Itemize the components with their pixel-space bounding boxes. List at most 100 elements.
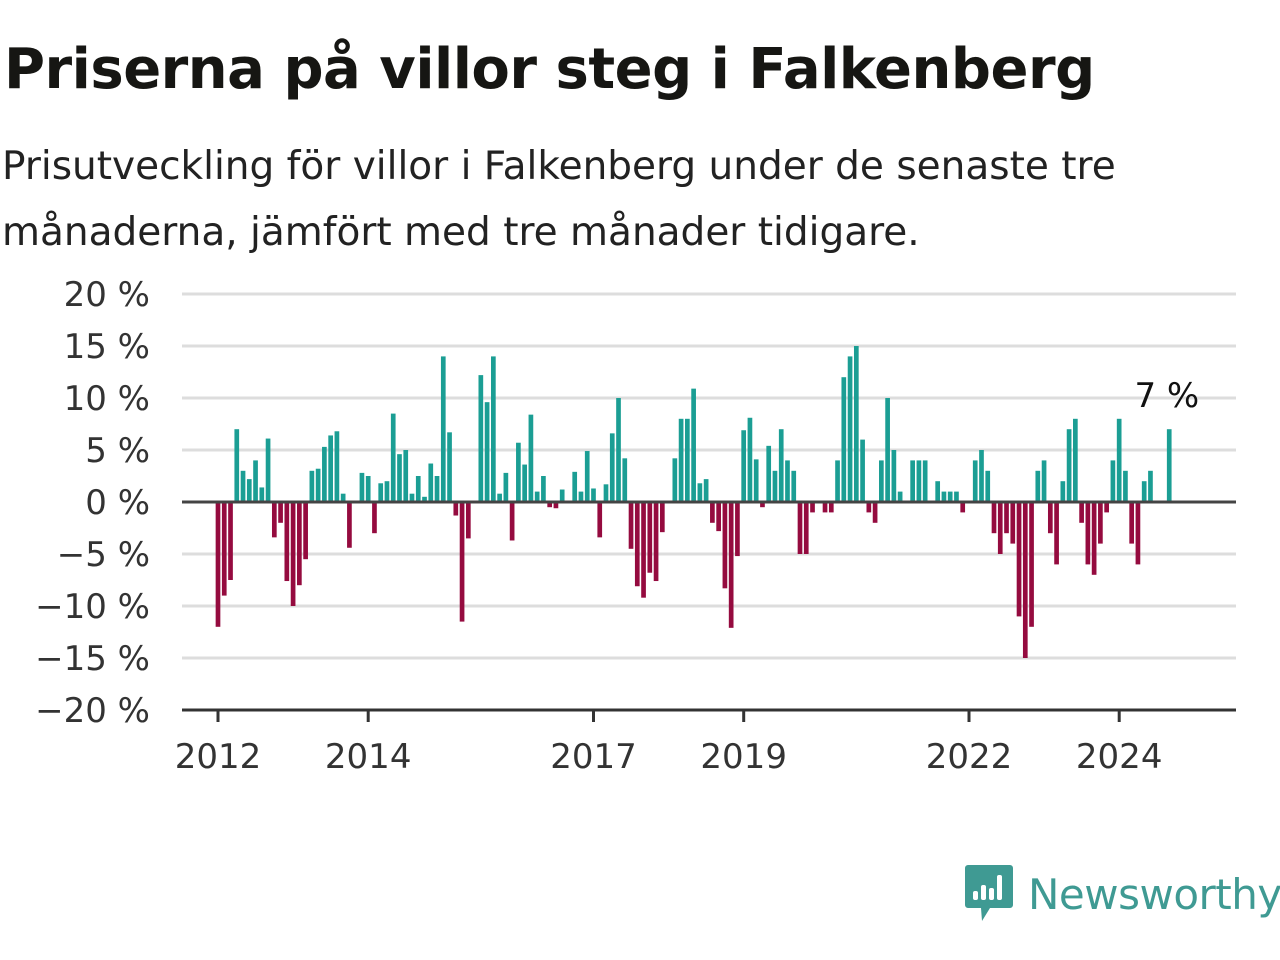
bar — [822, 502, 828, 513]
bar — [1148, 470, 1153, 502]
bar — [484, 402, 490, 502]
bar — [803, 502, 809, 554]
bar — [691, 388, 696, 502]
bar — [334, 431, 340, 502]
bar — [541, 476, 546, 502]
bar — [559, 489, 565, 502]
bar — [465, 502, 471, 539]
bar — [572, 471, 578, 502]
bar — [328, 435, 333, 502]
bar — [403, 450, 409, 502]
bar — [509, 502, 515, 541]
grid-lines — [182, 292, 1236, 660]
bar — [653, 502, 659, 582]
bar — [659, 502, 665, 533]
bar — [503, 472, 509, 502]
bar — [246, 479, 252, 502]
bar — [1079, 502, 1084, 523]
bar — [591, 488, 596, 502]
bar — [215, 502, 221, 627]
bar — [991, 502, 997, 534]
bar — [697, 483, 703, 502]
bar — [1035, 470, 1041, 502]
bar — [547, 502, 553, 508]
bar — [622, 458, 628, 502]
bar — [497, 493, 502, 502]
bar — [616, 398, 621, 502]
bar — [603, 484, 609, 502]
bar — [265, 438, 271, 502]
bar — [1116, 418, 1122, 502]
chart-subtitle: Prisutveckling för villor i Falkenberg u… — [2, 144, 1116, 255]
bar — [735, 502, 740, 557]
bar — [491, 356, 496, 502]
bar — [678, 418, 684, 502]
bar — [1066, 429, 1072, 502]
bar — [753, 459, 759, 502]
bar — [879, 460, 884, 502]
y-tick-label: −5 % — [57, 535, 150, 575]
bar — [290, 502, 296, 606]
bar — [703, 479, 709, 502]
y-axis-ticks: 20 % 15 % 10 % 5 % 0 % −5 % −10 % −15 % −20 % — [35, 275, 150, 731]
bar — [1060, 481, 1066, 502]
bar — [860, 439, 865, 502]
bar — [628, 502, 634, 549]
bar — [1029, 502, 1034, 627]
brand-logo: Newsworthy — [964, 862, 1280, 926]
bar — [578, 491, 584, 502]
bar — [785, 460, 790, 502]
bar — [922, 460, 928, 502]
bar — [716, 502, 721, 532]
y-tick-label: 20 % — [64, 275, 150, 315]
bar — [234, 429, 240, 502]
bar — [985, 470, 991, 502]
brand-name: Newsworthy — [1028, 869, 1280, 919]
bar — [359, 472, 365, 502]
bar — [872, 502, 878, 523]
newsworthy-logo-icon — [965, 865, 1013, 921]
bar — [478, 375, 484, 502]
bar — [897, 491, 903, 502]
bar — [866, 502, 872, 513]
bar — [609, 433, 615, 502]
bar — [947, 491, 953, 502]
bar — [835, 460, 840, 502]
bar — [685, 418, 690, 502]
x-tick-label: 2017 — [550, 737, 637, 777]
bar — [935, 481, 941, 502]
bar — [453, 502, 459, 516]
bar — [440, 356, 446, 502]
bar — [1073, 418, 1078, 502]
bar — [722, 502, 728, 589]
bar — [1104, 502, 1109, 513]
bar — [1022, 502, 1028, 658]
y-tick-label: −10 % — [35, 587, 150, 627]
bar — [253, 460, 258, 502]
bar — [365, 476, 371, 502]
x-tick-label: 2022 — [926, 737, 1013, 777]
y-tick-label: 5 % — [85, 431, 150, 471]
bar — [810, 502, 815, 513]
bar — [584, 451, 590, 502]
y-tick-label: −15 % — [35, 639, 150, 679]
bar — [766, 445, 772, 502]
bar — [1054, 502, 1059, 565]
axes — [182, 500, 1236, 712]
bar — [778, 429, 784, 502]
x-axis-ticks: 2012 2014 2017 2019 2022 2024 — [175, 710, 1162, 777]
bar — [597, 502, 603, 538]
bar — [309, 470, 315, 502]
bar — [841, 377, 847, 502]
bar — [271, 502, 277, 538]
y-tick-label: 15 % — [64, 327, 150, 367]
y-tick-label: 0 % — [85, 483, 150, 523]
bar — [728, 502, 734, 628]
bar — [853, 346, 859, 502]
annotations: 7 % — [1134, 376, 1199, 416]
bar — [747, 417, 753, 502]
bar — [647, 502, 653, 573]
bar — [1166, 429, 1172, 502]
bar — [422, 496, 427, 502]
